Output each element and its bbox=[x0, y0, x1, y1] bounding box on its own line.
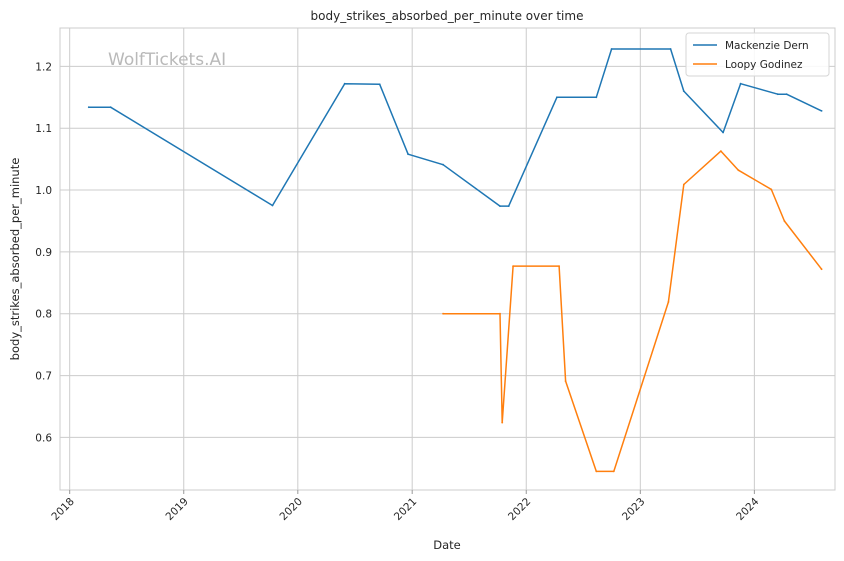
data-point bbox=[564, 380, 567, 382]
data-point bbox=[499, 205, 501, 208]
y-axis: 0.6 0.7 0.8 0.9 1.0 1.1 1.2 bbox=[35, 61, 52, 444]
data-point bbox=[109, 106, 112, 109]
data-point bbox=[501, 421, 504, 424]
data-point bbox=[820, 110, 823, 112]
data-point bbox=[783, 220, 786, 222]
data-point bbox=[378, 83, 381, 86]
y-tick-label: 1.2 bbox=[35, 61, 52, 73]
data-point bbox=[595, 96, 598, 99]
data-point bbox=[776, 93, 779, 96]
data-point bbox=[737, 169, 740, 172]
y-tick-label: 1.1 bbox=[35, 123, 52, 135]
legend-box bbox=[685, 32, 830, 77]
chart-title: body_strikes_absorbed_per_minute over ti… bbox=[311, 9, 584, 23]
y-axis-label: body_strikes_absorbed_per_minute bbox=[8, 158, 22, 361]
y-tick-label: 1.0 bbox=[35, 185, 52, 197]
data-point bbox=[770, 188, 773, 191]
data-point bbox=[595, 470, 598, 473]
data-point bbox=[343, 82, 346, 85]
data-point bbox=[558, 265, 560, 267]
data-point bbox=[442, 312, 444, 315]
legend-label-1: Mackenzie Dern bbox=[725, 40, 809, 52]
y-tick-label: 0.7 bbox=[35, 371, 52, 383]
data-point bbox=[507, 205, 510, 208]
data-point bbox=[739, 82, 742, 85]
y-tick-label: 0.9 bbox=[35, 247, 52, 259]
data-point bbox=[722, 131, 724, 134]
plot-frame bbox=[59, 27, 836, 491]
legend-label-2: Loopy Godinez bbox=[725, 59, 803, 71]
x-axis-label: Date bbox=[433, 538, 461, 552]
data-point bbox=[682, 183, 685, 186]
data-point bbox=[512, 265, 514, 267]
data-point bbox=[612, 470, 615, 473]
data-point bbox=[785, 93, 788, 96]
data-point bbox=[87, 106, 90, 109]
data-point bbox=[407, 153, 409, 156]
data-point bbox=[820, 268, 823, 271]
data-point bbox=[499, 312, 501, 315]
data-point bbox=[682, 90, 685, 92]
data-point bbox=[556, 96, 558, 99]
data-point bbox=[667, 301, 670, 303]
y-tick-label: 0.6 bbox=[35, 432, 52, 444]
data-point bbox=[669, 48, 672, 50]
data-point bbox=[610, 48, 613, 50]
legend: Mackenzie Dern Loopy Godinez bbox=[685, 32, 830, 77]
y-tick-label: 0.8 bbox=[35, 309, 52, 321]
series-layer bbox=[87, 48, 823, 473]
data-point bbox=[271, 204, 274, 207]
data-point bbox=[720, 150, 722, 153]
data-point bbox=[442, 163, 444, 166]
watermark: WolfTickets.AI bbox=[108, 50, 226, 70]
